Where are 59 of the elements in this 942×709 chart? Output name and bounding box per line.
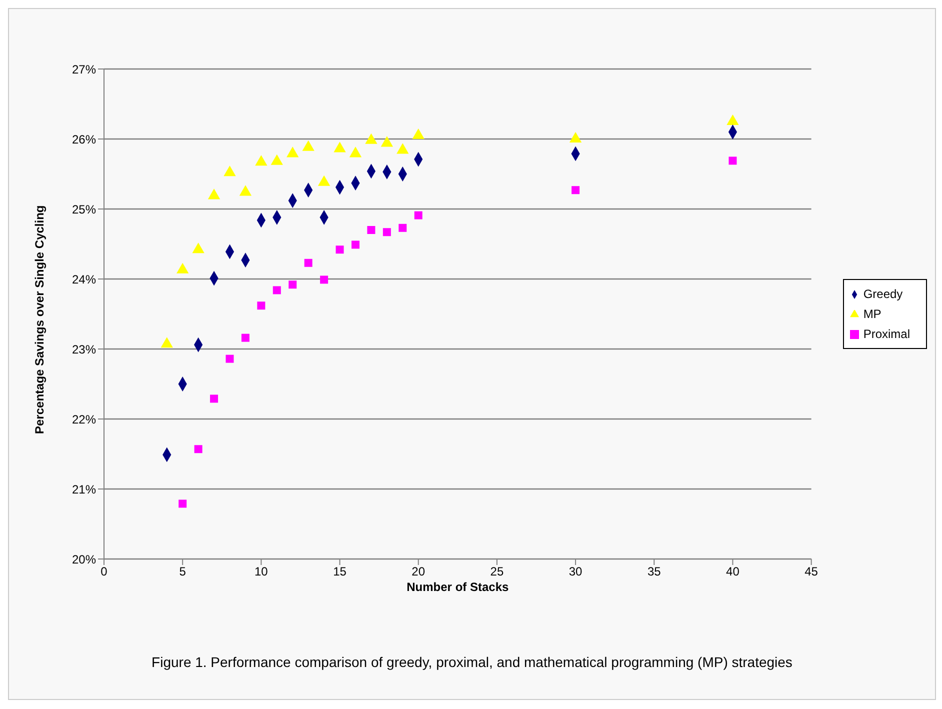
- point: [572, 186, 580, 194]
- point: [210, 394, 218, 403]
- x-tick-label: 40: [726, 564, 740, 579]
- point: [194, 445, 202, 454]
- point: [382, 228, 391, 236]
- point: [192, 242, 204, 254]
- y-tick-label: 20%: [72, 552, 96, 566]
- y-tick-label: 21%: [72, 482, 96, 496]
- point: [396, 143, 409, 154]
- y-tick-label: 23%: [72, 342, 96, 356]
- point: [351, 240, 360, 249]
- x-tick-label: 0: [100, 564, 108, 579]
- point: [728, 156, 737, 165]
- y-tick-label: 25%: [72, 202, 96, 216]
- point: [302, 140, 314, 151]
- x-tick-label: 45: [804, 564, 818, 579]
- point: [272, 286, 281, 294]
- point: [412, 128, 424, 140]
- point: [334, 142, 346, 152]
- point: [318, 175, 330, 186]
- point: [336, 246, 344, 254]
- point: [367, 226, 376, 234]
- point: [380, 136, 394, 147]
- point: [320, 276, 328, 284]
- legend-label: MP: [863, 307, 882, 321]
- y-tick-label: 24%: [72, 272, 96, 286]
- point: [257, 302, 266, 310]
- point: [224, 166, 236, 176]
- y-tick-label: 27%: [72, 62, 96, 76]
- point: [208, 188, 220, 200]
- x-tick-label: 10: [254, 564, 268, 579]
- point: [241, 334, 250, 342]
- point: [726, 114, 739, 126]
- x-tick-label: 20: [412, 564, 426, 579]
- point: [569, 132, 582, 143]
- legend-label: Proximal: [863, 327, 910, 341]
- point: [270, 154, 283, 165]
- point: [304, 258, 312, 267]
- x-tick-label: 5: [179, 564, 186, 579]
- point: [255, 155, 268, 166]
- x-axis-title: Number of Stacks: [406, 580, 509, 594]
- point: [365, 133, 378, 144]
- point: [288, 280, 297, 289]
- x-tick-label: 35: [647, 564, 662, 579]
- point: [349, 146, 362, 158]
- point: [414, 211, 422, 220]
- y-tick-label: 26%: [72, 132, 96, 146]
- x-tick-label: 30: [568, 564, 583, 579]
- y-axis-title: Percentage Savings over Single Cycling: [32, 205, 46, 434]
- point: [286, 146, 299, 158]
- caption: Figure 1. Performance comparison of greedy, proximal, and mathematical programming (MP) strategies: [150, 654, 794, 670]
- point: [239, 185, 252, 196]
- legend-label: Greedy: [863, 287, 903, 301]
- x-tick-label: 15: [333, 564, 347, 579]
- point: [226, 354, 234, 363]
- x-tick-label: 25: [490, 564, 504, 579]
- point: [178, 500, 187, 508]
- y-tick-label: 22%: [72, 412, 96, 426]
- point: [398, 224, 407, 232]
